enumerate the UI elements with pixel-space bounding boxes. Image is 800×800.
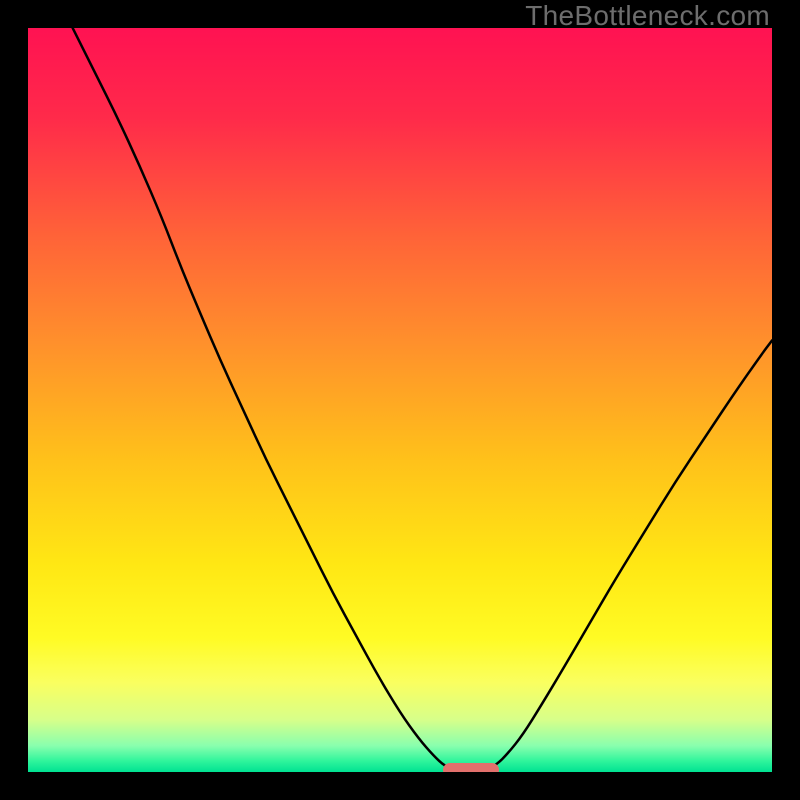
optimal-marker — [443, 763, 499, 772]
border-right — [772, 0, 800, 800]
watermark-text: TheBottleneck.com — [525, 0, 770, 32]
border-left — [0, 0, 28, 800]
bottleneck-curve — [28, 28, 772, 772]
curve-path — [73, 28, 772, 772]
chart-frame: TheBottleneck.com — [0, 0, 800, 800]
plot-area — [28, 28, 772, 772]
border-bottom — [0, 772, 800, 800]
